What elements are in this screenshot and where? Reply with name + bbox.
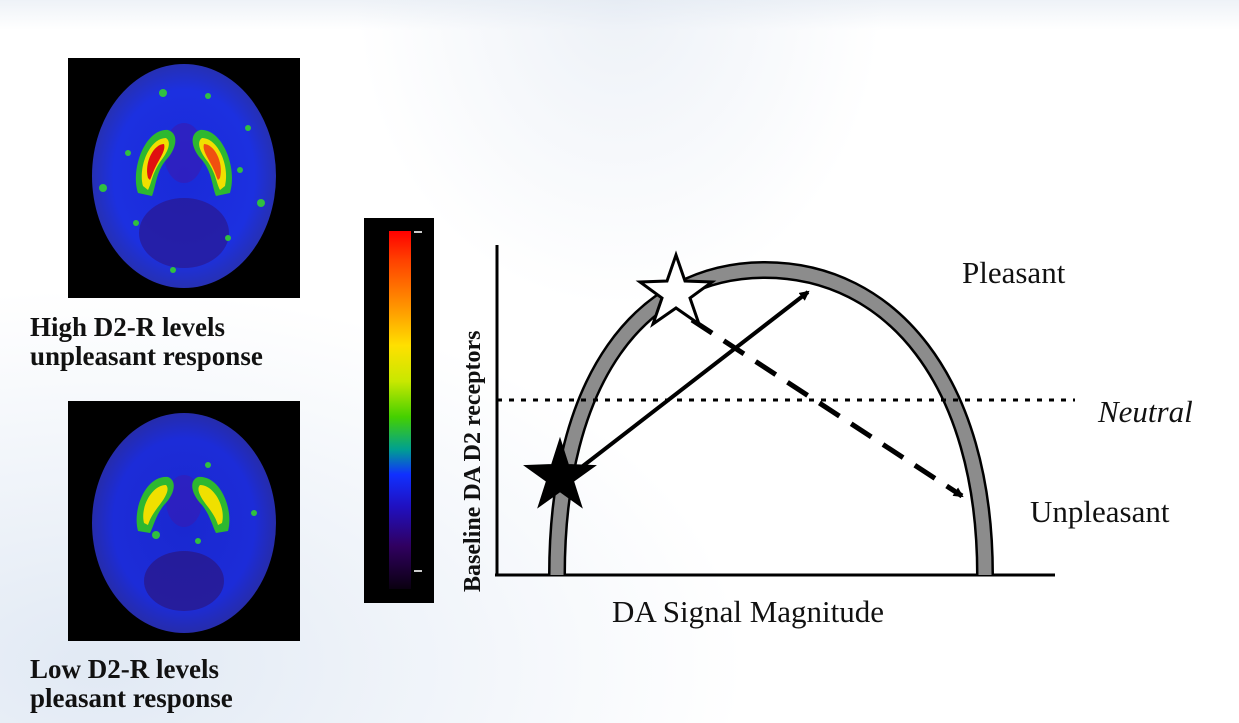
color-scale-gradient	[389, 231, 411, 589]
label-unpleasant: Unpleasant	[1030, 494, 1170, 529]
brain-scan-high-d2	[68, 58, 300, 298]
label-neutral: Neutral	[1097, 394, 1193, 429]
caption-low-d2-line1: Low D2-R levels	[30, 654, 219, 684]
label-pleasant: Pleasant	[962, 255, 1066, 290]
response-arc	[550, 263, 992, 576]
y-axis-label: Baseline DA D2 receptors	[460, 330, 486, 592]
white-star-icon	[635, 250, 717, 328]
caption-low-d2-line2: pleasant response	[30, 683, 233, 713]
brain-scan-low-d2	[68, 401, 300, 641]
black-star-icon	[523, 436, 597, 509]
color-scale-tick-top	[414, 231, 422, 233]
color-scale-bar	[364, 218, 434, 603]
caption-low-d2: Low D2-R levels pleasant response	[30, 655, 233, 713]
solid-arrow	[568, 290, 810, 478]
caption-high-d2: High D2-R levels unpleasant response	[30, 313, 263, 371]
color-scale-tick-bottom	[414, 570, 422, 572]
x-axis-label: DA Signal Magnitude	[612, 594, 884, 629]
dashed-arrow	[690, 317, 964, 499]
response-arc-outline	[548, 260, 994, 576]
caption-high-d2-line1: High D2-R levels	[30, 312, 225, 342]
caption-high-d2-line2: unpleasant response	[30, 341, 263, 371]
